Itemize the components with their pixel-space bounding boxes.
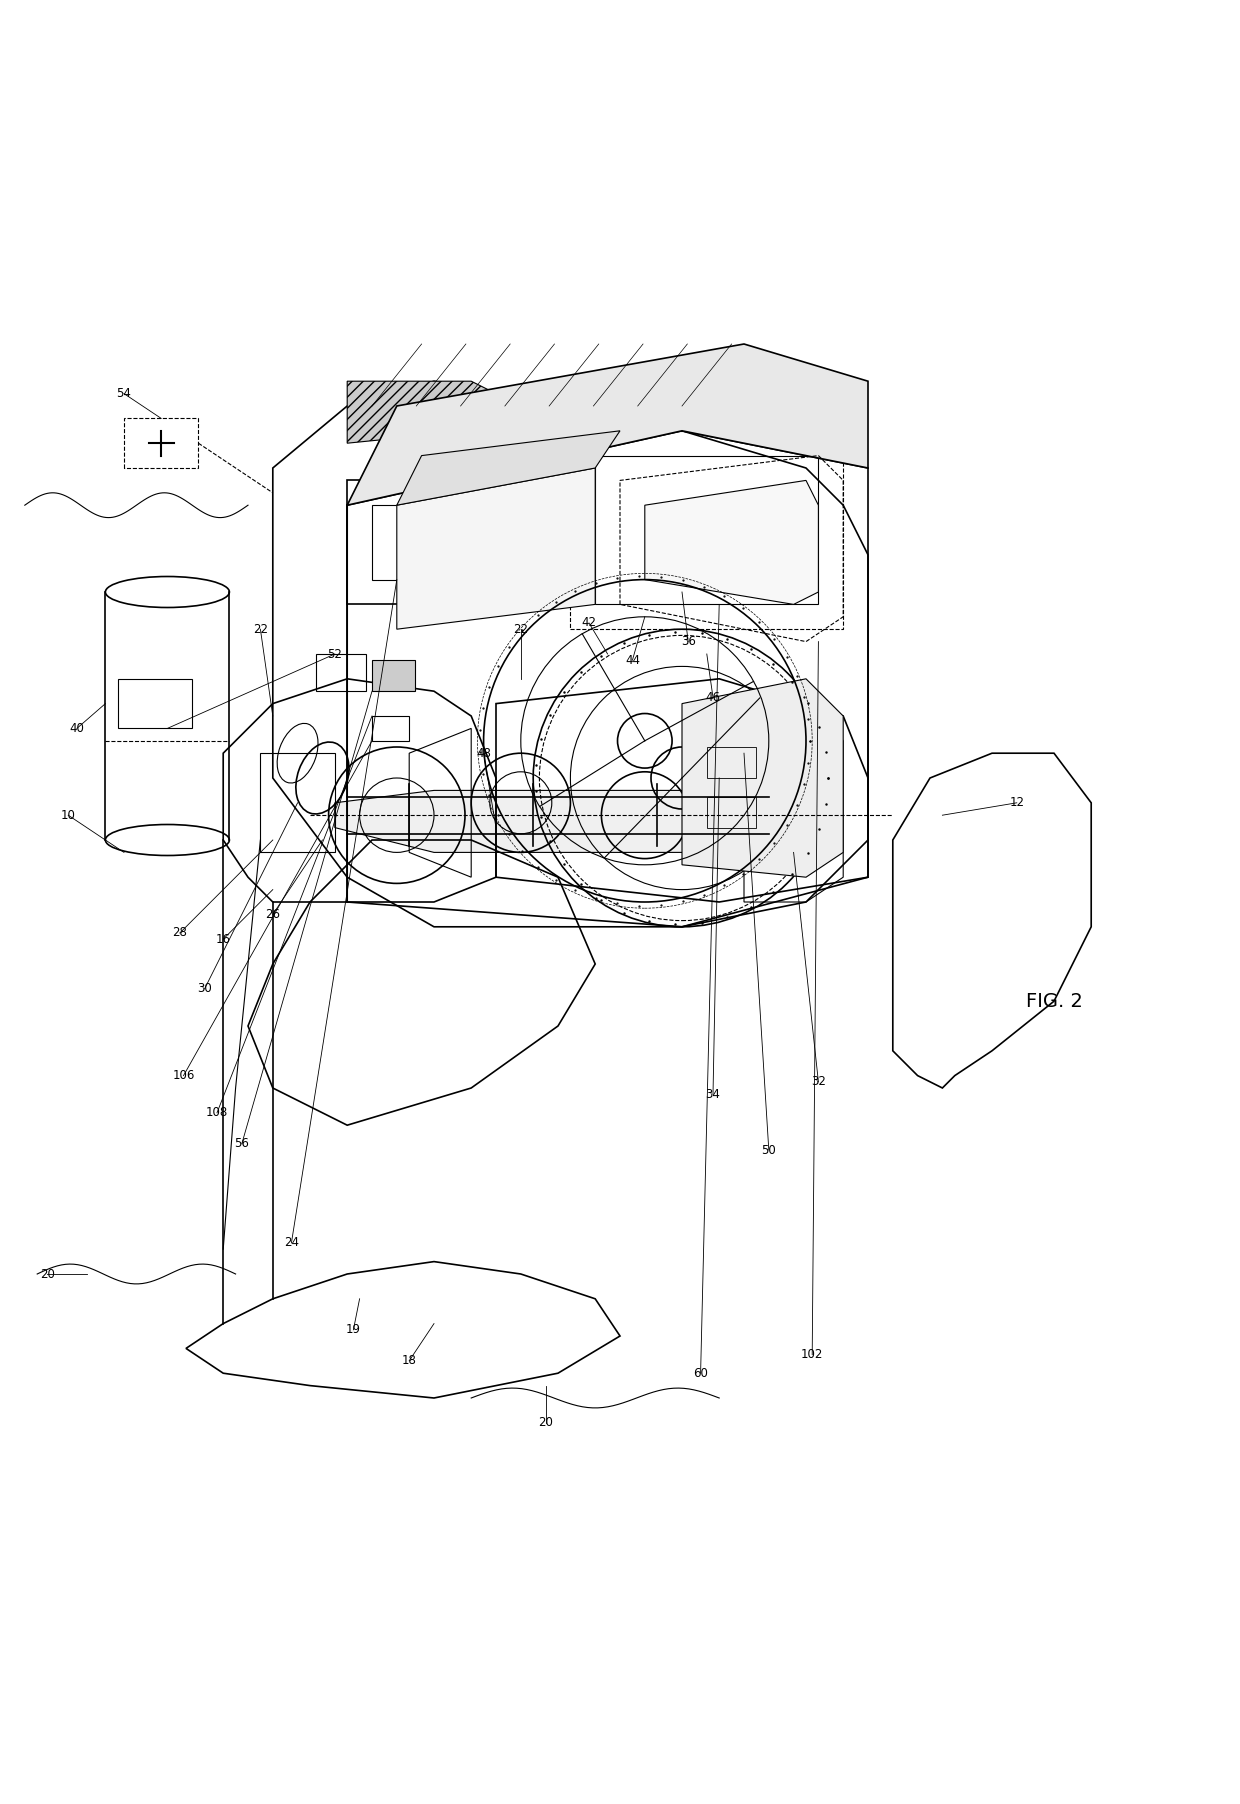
Bar (372, 716, 409, 741)
Polygon shape (645, 480, 818, 604)
Text: 50: 50 (761, 1144, 776, 1156)
Bar (707, 797, 756, 828)
Text: 24: 24 (284, 1236, 299, 1250)
Text: 10: 10 (61, 808, 76, 821)
Bar (744, 778, 806, 815)
Text: 18: 18 (402, 1355, 417, 1367)
Polygon shape (347, 345, 868, 505)
Polygon shape (397, 467, 595, 630)
Polygon shape (335, 790, 769, 853)
Text: 60: 60 (693, 1367, 708, 1380)
Text: 20: 20 (40, 1268, 55, 1281)
Text: 28: 28 (172, 927, 187, 940)
Text: 20: 20 (538, 1416, 553, 1429)
Text: FIG. 2: FIG. 2 (1025, 992, 1083, 1010)
Text: 42: 42 (582, 617, 596, 630)
Bar (744, 833, 806, 864)
Text: 52: 52 (327, 648, 342, 660)
Text: 108: 108 (206, 1106, 228, 1118)
Text: 19: 19 (346, 1324, 361, 1337)
Polygon shape (397, 431, 620, 505)
Polygon shape (347, 381, 558, 444)
Text: 44: 44 (625, 653, 640, 667)
Text: 32: 32 (811, 1075, 826, 1088)
Bar (372, 505, 471, 579)
Text: 36: 36 (681, 635, 696, 648)
Text: 106: 106 (172, 1070, 195, 1082)
Text: 46: 46 (706, 691, 720, 704)
Bar (570, 431, 843, 630)
Bar (372, 660, 415, 691)
Text: 40: 40 (69, 722, 84, 734)
Text: 54: 54 (117, 388, 131, 400)
Polygon shape (682, 678, 843, 877)
Bar (260, 754, 335, 853)
Bar (347, 480, 521, 604)
Text: 30: 30 (197, 983, 212, 996)
Bar (316, 655, 366, 691)
Text: 48: 48 (476, 747, 491, 759)
Text: 22: 22 (513, 622, 528, 635)
Bar (118, 678, 192, 729)
Text: 26: 26 (265, 907, 280, 920)
Text: 12: 12 (1009, 796, 1024, 810)
Bar (707, 747, 756, 778)
Text: 22: 22 (253, 622, 268, 635)
Text: 16: 16 (216, 933, 231, 945)
Text: 56: 56 (234, 1137, 249, 1151)
Text: 102: 102 (801, 1348, 823, 1360)
Text: 34: 34 (706, 1088, 720, 1100)
Bar (682, 741, 719, 778)
Bar (595, 456, 818, 604)
